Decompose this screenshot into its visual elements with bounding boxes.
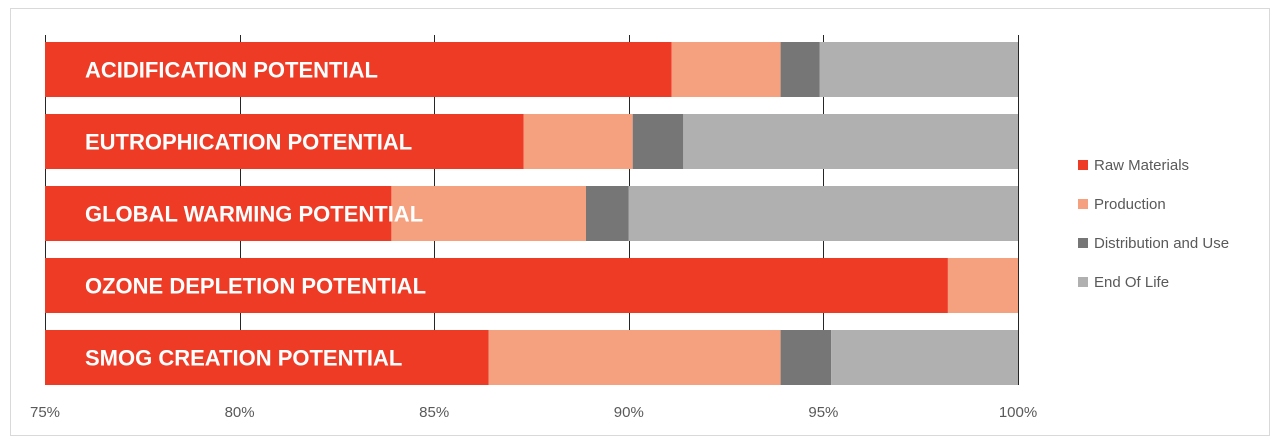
stacked-bar-chart: ACIDIFICATION POTENTIAL EUTROPHICATION PO…	[11, 9, 1269, 435]
bar-segment-end-of-life	[683, 114, 1018, 169]
legend-swatch	[1078, 277, 1088, 287]
bar-segment-production	[524, 114, 633, 169]
bar-segment-end-of-life	[820, 42, 1019, 97]
bar-segment-production	[672, 42, 781, 97]
legend-swatch	[1078, 199, 1088, 209]
category-label: OZONE DEPLETION POTENTIAL	[85, 274, 426, 299]
chart-frame: ACIDIFICATION POTENTIAL EUTROPHICATION PO…	[10, 8, 1270, 436]
bar-segment-distribution-and-use	[586, 186, 629, 241]
bar-segment-end-of-life	[831, 330, 1018, 385]
legend-label: Raw Materials	[1094, 157, 1189, 174]
bar-labels: ACIDIFICATION POTENTIAL EUTROPHICATION PO…	[85, 58, 426, 371]
bar-segment-production	[489, 330, 781, 385]
x-tick-label: 85%	[419, 404, 449, 421]
category-label: EUTROPHICATION POTENTIAL	[85, 130, 412, 155]
x-tick-label: 75%	[30, 404, 60, 421]
x-tick-label: 80%	[225, 404, 255, 421]
bar-segment-production	[948, 258, 1018, 313]
category-label: SMOG CREATION POTENTIAL	[85, 346, 402, 371]
legend-label: Distribution and Use	[1094, 235, 1229, 252]
category-label: GLOBAL WARMING POTENTIAL	[85, 202, 423, 227]
bar-segment-end-of-life	[629, 186, 1018, 241]
legend-label: End Of Life	[1094, 274, 1169, 291]
bar-segment-distribution-and-use	[633, 114, 684, 169]
x-tick-label: 100%	[999, 404, 1037, 421]
legend-label: Production	[1094, 196, 1166, 213]
x-axis: 75% 80% 85% 90% 95% 100%	[30, 404, 1037, 421]
legend-swatch	[1078, 238, 1088, 248]
bar-segment-distribution-and-use	[781, 330, 832, 385]
legend: Raw Materials Production Distribution and …	[1078, 157, 1229, 291]
legend-swatch	[1078, 160, 1088, 170]
x-tick-label: 95%	[808, 404, 838, 421]
category-label: ACIDIFICATION POTENTIAL	[85, 58, 378, 83]
bar-segment-distribution-and-use	[781, 42, 820, 97]
x-tick-label: 90%	[614, 404, 644, 421]
